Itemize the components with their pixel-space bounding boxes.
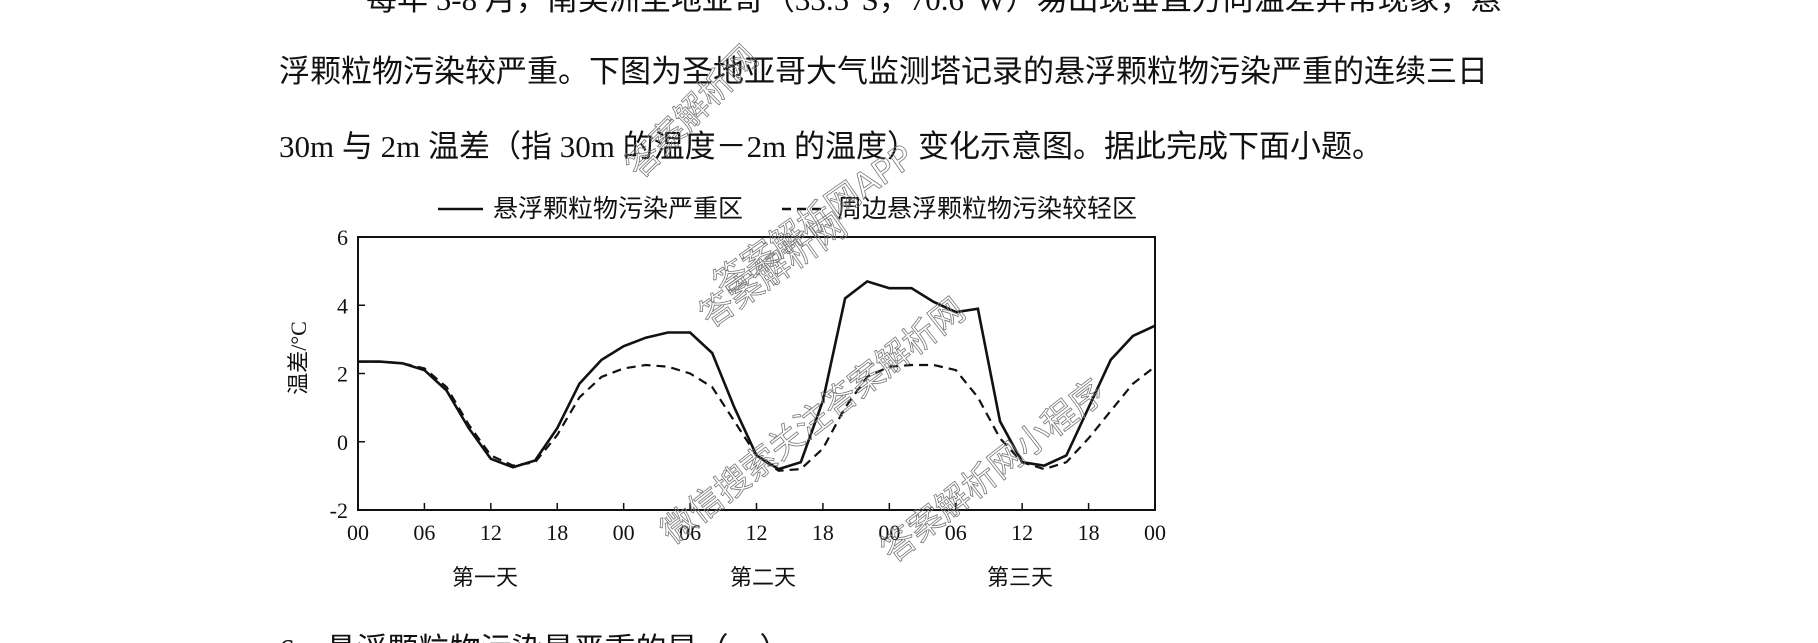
x-tick-label: 00 xyxy=(613,520,635,545)
day-label: 第一天 xyxy=(452,565,518,590)
question: 6．悬浮颗粒物污染最严重的是（ ） xyxy=(279,632,791,643)
paragraph-line: 浮颗粒物污染较严重。下图为圣地亚哥大气监测塔记录的悬浮颗粒物污染严重的连续三日 xyxy=(279,54,1488,89)
x-tick-label: 06 xyxy=(679,520,701,545)
y-tick-label: 0 xyxy=(337,430,348,455)
x-tick-label: 18 xyxy=(812,520,834,545)
paragraph-line: 每年 5-8 月，南美洲圣地亚哥（33.5°S，70.6°W）易出现垂直方向温差… xyxy=(366,0,1502,17)
y-tick-label: 6 xyxy=(337,225,348,250)
x-tick-label: 12 xyxy=(1011,520,1033,545)
legend-label: 悬浮颗粒物污染严重区 xyxy=(493,195,743,223)
y-axis-label: 温差/°C xyxy=(286,321,311,395)
x-tick-label: 18 xyxy=(546,520,568,545)
x-tick-label: 06 xyxy=(413,520,435,545)
x-tick-label: 18 xyxy=(1078,520,1100,545)
day-label: 第三天 xyxy=(987,565,1053,590)
legend-label: 周边悬浮颗粒物污染较轻区 xyxy=(837,195,1137,223)
y-tick-label: -2 xyxy=(330,498,348,523)
x-tick-label: 12 xyxy=(746,520,768,545)
x-tick-label: 00 xyxy=(347,520,369,545)
paragraph-line: 30m 与 2m 温差（指 30m 的温度－2m 的温度）变化示意图。据此完成下… xyxy=(279,129,1383,164)
y-tick-label: 4 xyxy=(337,293,348,318)
day-label: 第二天 xyxy=(730,565,796,590)
x-tick-label: 00 xyxy=(878,520,900,545)
x-tick-label: 00 xyxy=(1144,520,1166,545)
x-tick-label: 12 xyxy=(480,520,502,545)
y-tick-label: 2 xyxy=(337,362,348,387)
x-tick-label: 06 xyxy=(945,520,967,545)
data-line xyxy=(358,360,1156,472)
